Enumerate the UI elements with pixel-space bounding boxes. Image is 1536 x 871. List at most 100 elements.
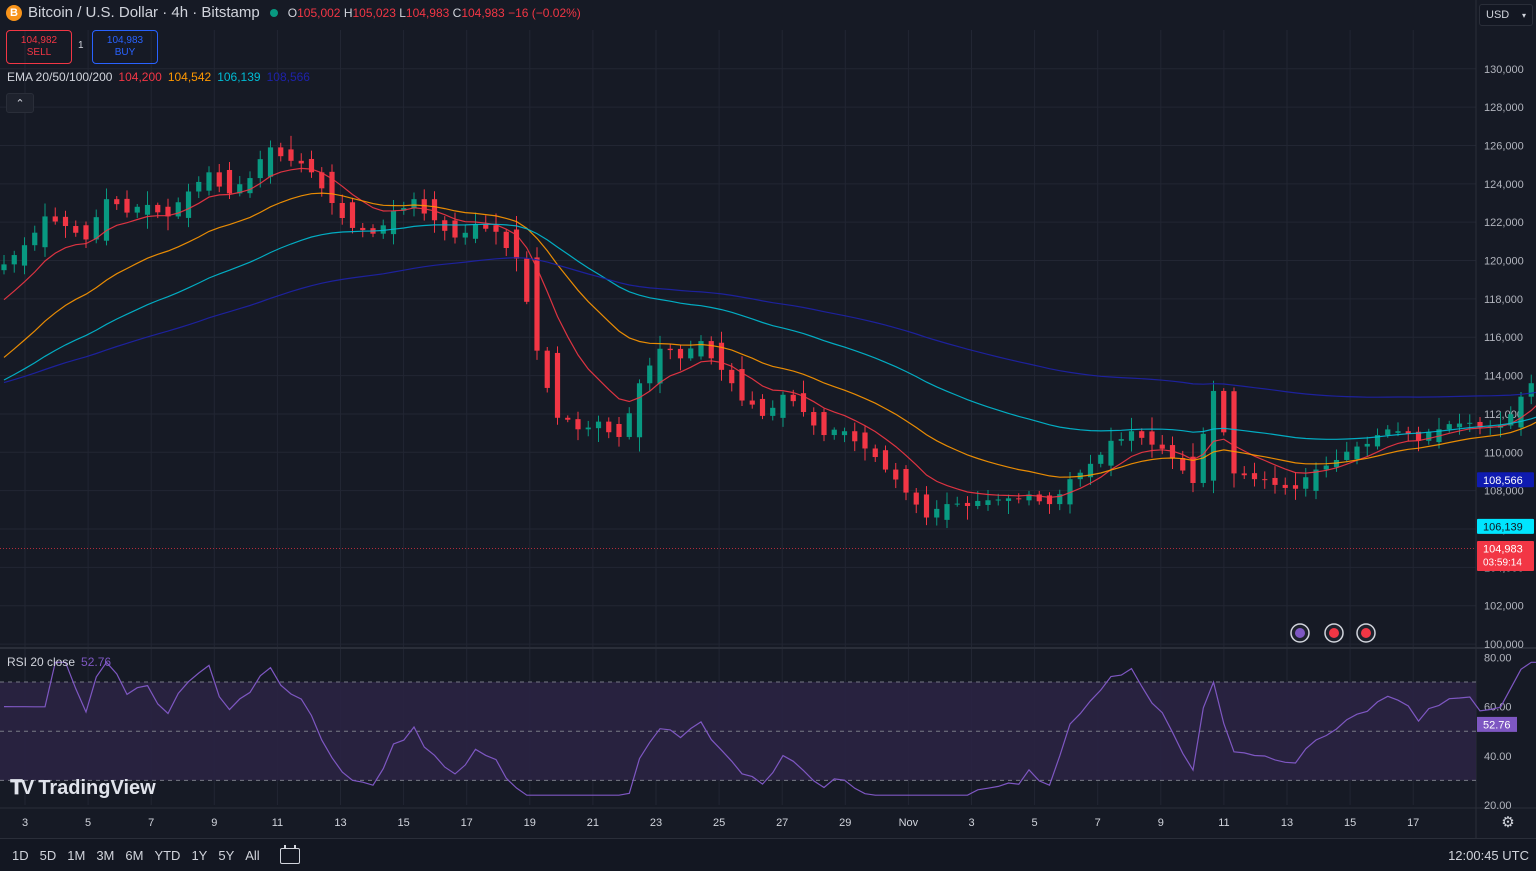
candle-body xyxy=(595,421,602,429)
candle-body xyxy=(421,199,427,214)
symbol-header: B Bitcoin / U.S. Dollar · 4h · Bitstamp … xyxy=(6,4,581,21)
candle-body xyxy=(893,469,899,480)
candle-body xyxy=(739,369,745,401)
rsi-last-tag: 52.76 xyxy=(1477,716,1517,732)
ema200-price-tag-text: 108,566 xyxy=(1483,475,1523,487)
range-1m[interactable]: 1M xyxy=(67,848,86,863)
candle-body xyxy=(975,500,981,507)
candle-body xyxy=(995,499,1001,501)
settings-gear-icon[interactable]: ⚙ xyxy=(1501,814,1515,831)
candle-body xyxy=(93,217,99,240)
candle-body xyxy=(483,224,489,229)
candle-body xyxy=(1180,458,1186,471)
candle-body xyxy=(226,169,233,194)
range-3m[interactable]: 3M xyxy=(96,848,115,863)
candle-body xyxy=(1405,431,1411,434)
candle-body xyxy=(985,500,991,505)
candle-body xyxy=(1046,495,1053,505)
candle-body xyxy=(1456,423,1463,428)
candle-body xyxy=(749,400,755,405)
dividend-event-icon-inner xyxy=(1295,628,1305,638)
candle-body xyxy=(964,502,971,507)
candle-body xyxy=(124,198,130,213)
time-tick-label: 7 xyxy=(1095,817,1101,829)
currency-select[interactable]: USD ▾ xyxy=(1479,4,1533,26)
candle-body xyxy=(1210,390,1217,481)
range-all[interactable]: All xyxy=(245,848,260,863)
candle-body xyxy=(237,184,243,194)
candle-body xyxy=(1528,383,1534,397)
rsi-line xyxy=(3,661,1536,796)
time-tick-label: 7 xyxy=(148,817,154,829)
price-tick-label: 128,000 xyxy=(1484,102,1524,114)
market-status-icon xyxy=(269,8,278,17)
range-ytd[interactable]: YTD xyxy=(154,848,181,863)
chevron-up-icon: ⌃ xyxy=(15,97,25,110)
candle-body xyxy=(1467,422,1473,424)
candle-body xyxy=(954,503,960,505)
rsi-legend[interactable]: RSI 20 close 52.76 xyxy=(7,655,111,669)
grid xyxy=(0,30,1476,805)
calendar-icon[interactable] xyxy=(279,844,300,864)
time-tick-label: 25 xyxy=(713,817,725,829)
price-tick-label: 130,000 xyxy=(1484,64,1524,76)
candle-body xyxy=(1344,451,1350,460)
time-tick-label: 3 xyxy=(968,817,974,829)
candle-body xyxy=(677,348,684,359)
rsi-last-tag-bg xyxy=(1477,716,1517,732)
candle-body xyxy=(452,220,458,238)
time-axis: 3 5 7 9 11 13 15 17 19 21 23 25 27 29 Nov 3 5 7 9 11 13 15 17 xyxy=(22,817,1419,829)
time-tick-label: 13 xyxy=(334,817,346,829)
candle-body xyxy=(431,199,438,221)
range-5y[interactable]: 5Y xyxy=(218,848,235,863)
ema50-value: 104,542 xyxy=(167,70,212,84)
candle-body xyxy=(1159,444,1165,449)
candle-body xyxy=(934,508,940,518)
candle-body xyxy=(257,159,263,179)
candle-body xyxy=(329,171,335,204)
symbol-title[interactable]: Bitcoin / U.S. Dollar · 4h · Bitstamp xyxy=(28,4,260,21)
time-tick-label: 9 xyxy=(1158,817,1164,829)
candle-body xyxy=(1446,424,1452,430)
candle-body xyxy=(144,204,151,215)
candle-body xyxy=(1395,431,1401,433)
candle-body xyxy=(1426,431,1432,441)
candle-body xyxy=(1508,414,1514,426)
candle-body xyxy=(1087,463,1094,478)
rsi-tick-label: 80.00 xyxy=(1484,652,1512,664)
ema100-value: 106,139 xyxy=(217,70,261,84)
range-6m[interactable]: 6M xyxy=(125,848,144,863)
sell-button[interactable]: 104,982 SELL xyxy=(6,30,72,64)
buy-button[interactable]: 104,983 BUY xyxy=(92,30,158,64)
range-5d[interactable]: 5D xyxy=(39,848,57,863)
candle-body xyxy=(185,191,192,218)
rsi-last-tag-text: 52.76 xyxy=(1483,719,1511,731)
candle-body xyxy=(206,172,212,191)
last-price-tag-countdown: 03:59:14 xyxy=(1483,558,1522,569)
candle-body xyxy=(442,220,448,231)
last-price-tag: 104,983 03:59:14 xyxy=(1477,541,1534,570)
candle-body xyxy=(882,450,889,470)
price-tick-label: 126,000 xyxy=(1484,140,1524,152)
candle-body xyxy=(872,448,878,458)
spread-value: 1 xyxy=(78,40,84,51)
candle-body xyxy=(1518,396,1524,428)
candle-body xyxy=(585,427,591,430)
candle-body xyxy=(1477,421,1483,428)
tradingview-watermark: 𝐓V TradingView xyxy=(10,777,156,800)
candle-body xyxy=(729,369,735,384)
candle-body xyxy=(1139,431,1145,438)
price-tick-label: 116,000 xyxy=(1484,332,1523,344)
ema-legend[interactable]: EMA 20/50/100/200 104,200 104,542 106,13… xyxy=(7,70,310,84)
range-1y[interactable]: 1Y xyxy=(191,848,208,863)
candle-body xyxy=(1221,390,1227,433)
clock[interactable]: 12:00:45 UTC xyxy=(1448,848,1529,863)
collapse-legend-button[interactable]: ⌃ xyxy=(6,93,34,113)
candle-body xyxy=(565,417,571,420)
candle-body xyxy=(811,412,817,426)
range-1d[interactable]: 1D xyxy=(12,848,29,863)
rsi-legend-name: RSI 20 close xyxy=(7,655,76,669)
watermark-text: TradingView xyxy=(38,777,156,799)
